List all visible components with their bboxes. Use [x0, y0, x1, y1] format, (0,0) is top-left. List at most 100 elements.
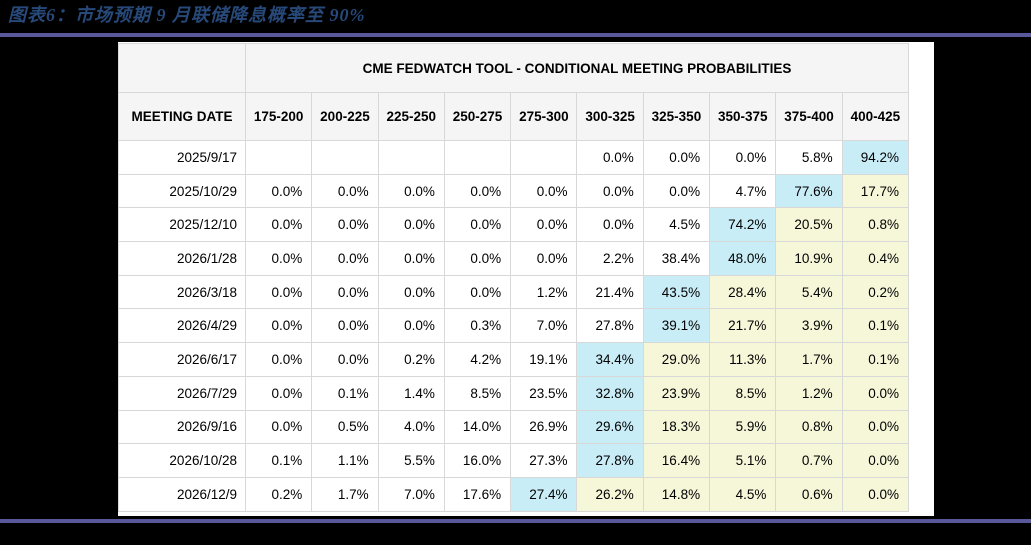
banner-row: CME FEDWATCH TOOL - CONDITIONAL MEETING …	[118, 43, 909, 93]
probability-cell: 16.0%	[443, 443, 512, 478]
probability-cell: 14.0%	[443, 409, 512, 445]
probability-cell: 2.2%	[576, 241, 644, 276]
probability-cell: 0.0%	[510, 173, 578, 209]
rate-range-header: 200-225	[311, 92, 379, 141]
probability-cell: 0.0%	[510, 207, 578, 243]
probability-cell: 14.8%	[642, 476, 711, 512]
probability-cell: 1.7%	[775, 342, 843, 377]
probability-cell: 0.0%	[244, 375, 313, 411]
probability-cell: 0.0%	[510, 241, 578, 276]
probability-cell: 17.6%	[443, 476, 512, 512]
probability-cell: 0.0%	[841, 409, 910, 445]
probability-cell: 21.7%	[709, 308, 777, 344]
probability-cell: 94.2%	[841, 140, 910, 175]
probability-cell	[377, 140, 445, 175]
probability-cell: 21.4%	[576, 274, 644, 310]
table-row: 2025/12/10 0.0% 0.0% 0.0% 0.0% 0.0% 0.0% 4.5% 74…	[118, 207, 910, 243]
meeting-date-cell: 2026/3/18	[118, 274, 246, 310]
rate-range-header: 250-275	[443, 92, 512, 141]
probability-cell: 0.0%	[311, 274, 379, 310]
probability-cell: 0.0%	[244, 173, 313, 209]
meeting-date-cell: 2026/12/9	[118, 476, 246, 512]
probability-cell: 3.9%	[775, 308, 843, 344]
probability-cell: 0.0%	[244, 207, 313, 243]
probability-cell: 0.2%	[244, 476, 313, 512]
probability-cell: 39.1%	[642, 308, 711, 344]
probability-cell: 1.1%	[311, 443, 379, 478]
rate-range-header: 225-250	[377, 92, 445, 141]
probability-cell: 0.8%	[841, 207, 910, 243]
probability-cell: 7.0%	[510, 308, 578, 344]
table-row: 2025/9/17 0.0% 0.0% 0.0% 5.8% 94.2%	[118, 140, 910, 175]
meeting-date-cell: 2025/12/10	[118, 207, 246, 243]
rate-range-header: 350-375	[709, 92, 777, 141]
probability-cell: 0.0%	[443, 207, 512, 243]
table-row: 2026/1/28 0.0% 0.0% 0.0% 0.0% 0.0% 2.2% 38.4% 48…	[118, 241, 910, 276]
probability-cell: 26.2%	[576, 476, 644, 512]
probability-cell: 43.5%	[642, 274, 711, 310]
probability-cell: 0.0%	[841, 476, 910, 512]
probability-cell: 0.0%	[244, 241, 313, 276]
rate-range-header: 300-325	[576, 92, 644, 141]
probability-cell: 0.0%	[576, 140, 644, 175]
fedwatch-probability-table: CME FEDWATCH TOOL - CONDITIONAL MEETING …	[118, 43, 910, 512]
table-row: 2026/4/29 0.0% 0.0% 0.0% 0.3% 7.0% 27.8% 39.1% 2…	[118, 308, 910, 344]
probability-cell: 0.0%	[443, 173, 512, 209]
corner-cell	[118, 43, 246, 93]
probability-cell: 48.0%	[709, 241, 777, 276]
probability-cell: 5.8%	[775, 140, 843, 175]
probability-cell: 0.0%	[311, 342, 379, 377]
probability-cell: 17.7%	[841, 173, 910, 209]
table-card: CME FEDWATCH TOOL - CONDITIONAL MEETING …	[118, 42, 934, 516]
probability-cell: 29.0%	[642, 342, 711, 377]
bottom-divider	[0, 519, 1031, 523]
meeting-date-cell: 2026/1/28	[118, 241, 246, 276]
probability-cell: 0.0%	[377, 173, 445, 209]
probability-cell: 0.0%	[443, 274, 512, 310]
table-row: 2026/12/9 0.2% 1.7% 7.0% 17.6% 27.4% 26.2% 14.8…	[118, 476, 910, 512]
rate-range-header: 275-300	[510, 92, 578, 141]
meeting-date-cell: 2026/9/16	[118, 409, 246, 445]
probability-cell: 0.1%	[244, 443, 313, 478]
probability-cell: 11.3%	[709, 342, 777, 377]
probability-cell: 38.4%	[642, 241, 711, 276]
probability-cell: 34.4%	[576, 342, 644, 377]
probability-cell: 20.5%	[775, 207, 843, 243]
meeting-date-cell: 2026/6/17	[118, 342, 246, 377]
rate-range-header: 400-425	[841, 92, 910, 141]
probability-cell: 4.0%	[377, 409, 445, 445]
probability-cell: 0.0%	[377, 207, 445, 243]
probability-cell: 1.4%	[377, 375, 445, 411]
meeting-date-cell: 2025/10/29	[118, 173, 246, 209]
probability-cell: 4.7%	[709, 173, 777, 209]
probability-cell: 0.2%	[841, 274, 910, 310]
probability-cell: 0.6%	[775, 476, 843, 512]
probability-cell: 0.0%	[311, 173, 379, 209]
probability-cell: 27.8%	[576, 308, 644, 344]
rate-range-header: 175-200	[244, 92, 313, 141]
table-row: 2026/3/18 0.0% 0.0% 0.0% 0.0% 1.2% 21.4% 43.5% 2…	[118, 274, 910, 310]
probability-cell: 23.9%	[642, 375, 711, 411]
probability-cell: 27.4%	[510, 476, 578, 512]
probability-cell: 0.0%	[377, 308, 445, 344]
column-header-row: MEETING DATE 175-200 200-225 225-250 250-27…	[118, 92, 910, 141]
probability-cell: 27.3%	[510, 443, 578, 478]
probability-cell: 1.2%	[510, 274, 578, 310]
table-banner: CME FEDWATCH TOOL - CONDITIONAL MEETING …	[245, 43, 909, 93]
probability-cell: 10.9%	[775, 241, 843, 276]
table-row: 2025/10/29 0.0% 0.0% 0.0% 0.0% 0.0% 0.0% 0.0% 4.…	[118, 173, 910, 209]
table-row: 2026/6/17 0.0% 0.0% 0.2% 4.2% 19.1% 34.4% 29.0%…	[118, 342, 910, 377]
probability-cell	[311, 140, 379, 175]
table-row: 2026/7/29 0.0% 0.1% 1.4% 8.5% 23.5% 32.8% 23.9%…	[118, 375, 910, 411]
probability-cell: 4.2%	[443, 342, 512, 377]
probability-cell: 0.4%	[841, 241, 910, 276]
probability-cell: 0.0%	[311, 241, 379, 276]
probability-cell: 0.0%	[244, 274, 313, 310]
probability-cell	[244, 140, 313, 175]
probability-cell: 0.0%	[311, 308, 379, 344]
probability-cell: 28.4%	[709, 274, 777, 310]
probability-cell: 5.9%	[709, 409, 777, 445]
probability-cell: 0.0%	[244, 409, 313, 445]
meeting-date-cell: 2026/10/28	[118, 443, 246, 478]
probability-cell: 0.0%	[244, 342, 313, 377]
